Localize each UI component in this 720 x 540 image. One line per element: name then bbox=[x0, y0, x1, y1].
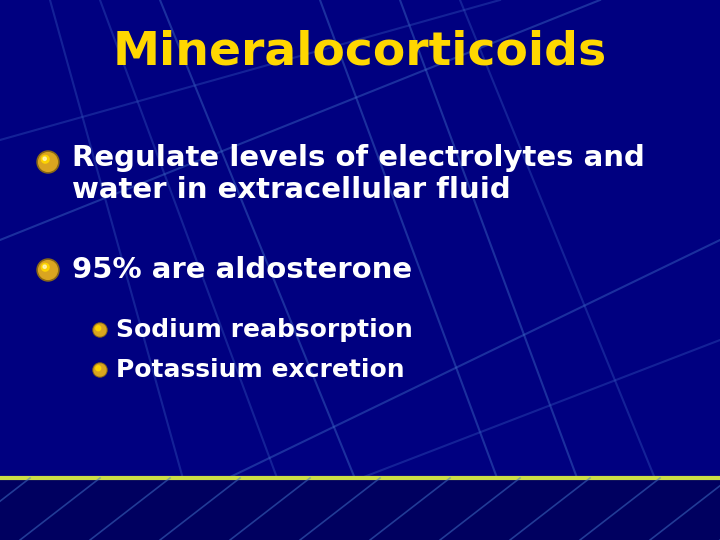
Circle shape bbox=[39, 153, 58, 171]
Circle shape bbox=[39, 261, 58, 279]
Text: water in extracellular fluid: water in extracellular fluid bbox=[72, 176, 510, 204]
Text: Potassium excretion: Potassium excretion bbox=[116, 358, 405, 382]
Circle shape bbox=[93, 363, 107, 377]
Circle shape bbox=[96, 366, 101, 370]
Bar bbox=[0, 478, 720, 540]
Circle shape bbox=[37, 259, 59, 281]
Circle shape bbox=[43, 157, 46, 160]
Circle shape bbox=[93, 323, 107, 337]
Text: Mineralocorticoids: Mineralocorticoids bbox=[113, 30, 607, 75]
Text: Sodium reabsorption: Sodium reabsorption bbox=[116, 318, 413, 342]
Text: 95% are aldosterone: 95% are aldosterone bbox=[72, 256, 412, 284]
Circle shape bbox=[37, 151, 59, 173]
Circle shape bbox=[42, 264, 49, 271]
Circle shape bbox=[43, 265, 46, 268]
Text: Regulate levels of electrolytes and: Regulate levels of electrolytes and bbox=[72, 144, 645, 172]
Circle shape bbox=[94, 364, 106, 376]
Circle shape bbox=[94, 324, 106, 336]
Circle shape bbox=[96, 326, 101, 330]
Circle shape bbox=[42, 156, 49, 163]
